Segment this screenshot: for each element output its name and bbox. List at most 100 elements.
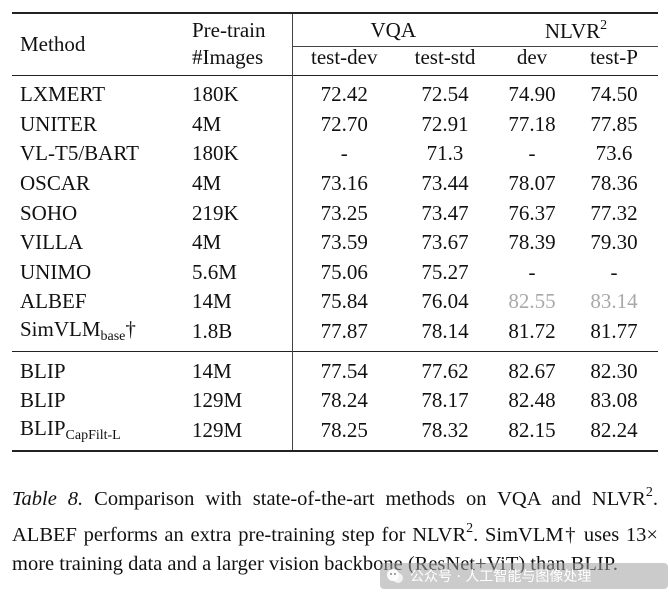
- header-row-2: #Images test-dev test-std dev test-P: [12, 44, 658, 76]
- cell-nlvr-dev: 78.07: [508, 171, 556, 196]
- cell-nlvr-dev: 81.72: [508, 319, 556, 344]
- table-row: VL-T5/BART 180K - 71.3 - 73.6: [12, 139, 658, 169]
- cell-method: LXMERT: [12, 74, 184, 110]
- cell-nlvr-testp: 79.30: [590, 230, 638, 255]
- cell-vqa-dev: 72.70: [291, 109, 396, 140]
- cell-images: 14M: [184, 351, 292, 386]
- cell-method: UNITER: [20, 111, 97, 136]
- cell-nlvr-testp: 73.6: [595, 141, 633, 166]
- caption-text-1: Comparison with state-of-the-art methods…: [83, 488, 646, 510]
- cell-images: 5.6M: [192, 259, 237, 284]
- header-nlvr-test-p: test-P: [590, 45, 638, 69]
- table-row: LXMERT 180K 72.42 72.54 74.90 74.50: [12, 74, 658, 110]
- cell-nlvr-testp: 81.77: [590, 319, 638, 344]
- header-vqa-test-std: test-std: [414, 45, 476, 69]
- watermark-text: 公众号 · 人工智能与图像处理: [410, 569, 592, 585]
- cell-vqa-dev: 75.84: [291, 287, 396, 317]
- cell-nlvr-testp: 83.14: [590, 289, 638, 314]
- method-base: BLIP: [20, 415, 66, 440]
- table-row: SOHO 219K 73.25 73.47 76.37 77.32: [12, 198, 658, 228]
- caption-label: Table 8.: [12, 488, 84, 510]
- cell-nlvr-dev: -: [528, 141, 536, 166]
- header-pretrain: Pre-train: [184, 12, 292, 47]
- table-row: UNITER 4M 72.70 72.91 77.18 77.85: [12, 109, 658, 140]
- cell-nlvr-dev: 74.90: [494, 74, 570, 110]
- cell-vqa-std: 78.17: [421, 388, 469, 413]
- caption-sup-2: 2: [466, 521, 474, 536]
- cell-vqa-std: 78.32: [396, 415, 494, 453]
- cell-vqa-dev: 73.25: [291, 198, 396, 228]
- cell-nlvr-testp: 77.85: [590, 111, 638, 136]
- method-base: SimVLM: [20, 317, 101, 342]
- cell-images: 4M: [192, 230, 222, 255]
- results-table: Method Pre-train VQA NLVR2 #Images test-…: [12, 12, 658, 453]
- cell-method: ALBEF: [20, 289, 87, 314]
- header-vqa-test-dev: test-dev: [291, 46, 396, 76]
- cell-nlvr-testp: 77.32: [590, 200, 638, 225]
- cell-vqa-std: 75.27: [421, 259, 469, 284]
- header-nlvr-dev: dev: [516, 45, 548, 69]
- header-nlvr: NLVR2: [494, 12, 658, 47]
- cell-nlvr-dev: 82.48: [508, 388, 556, 413]
- header-nlvr-sup: 2: [600, 17, 608, 33]
- method-sub: CapFilt-L: [65, 427, 121, 443]
- cell-nlvr-testp: 82.30: [570, 351, 658, 386]
- cell-method: VILLA: [20, 230, 83, 255]
- cell-vqa-std: 72.54: [396, 74, 494, 110]
- cell-images: 1.8B: [192, 319, 233, 344]
- cell-nlvr-dev: 78.39: [508, 230, 556, 255]
- table-row: VILLA 4M 73.59 73.67 78.39 79.30: [12, 227, 658, 258]
- cell-vqa-std: 73.44: [421, 171, 469, 196]
- cell-nlvr-dev: 82.55: [508, 289, 556, 314]
- cell-vqa-dev: 72.42: [291, 74, 396, 110]
- cell-vqa-std: 71.3: [426, 141, 464, 166]
- cell-nlvr-dev: 82.15: [494, 415, 570, 453]
- header-row-1: Method Pre-train VQA NLVR2: [12, 12, 658, 76]
- cell-method: BLIP: [12, 351, 184, 386]
- caption-sup-1: 2: [645, 485, 653, 500]
- cell-vqa-std: 73.47: [421, 200, 469, 225]
- cell-nlvr-testp: 83.08: [590, 388, 638, 413]
- cell-nlvr-testp: 78.36: [590, 171, 638, 196]
- cell-vqa-std: 78.14: [421, 319, 469, 344]
- cell-vqa-std: 76.04: [421, 289, 469, 314]
- cell-images: 129M: [192, 388, 243, 413]
- cell-vqa-std: 73.67: [421, 230, 469, 255]
- header-images: #Images: [192, 44, 264, 69]
- cell-vqa-std: 72.91: [421, 111, 469, 136]
- cell-vqa-dev: 73.16: [291, 168, 396, 199]
- cell-vqa-dev: 78.24: [291, 385, 396, 416]
- cell-nlvr-dev: 82.67: [494, 351, 570, 386]
- cell-vqa-dev: -: [291, 139, 396, 169]
- cell-images: 4M: [192, 111, 222, 136]
- cell-method: SOHO: [20, 200, 78, 225]
- table-row: UNIMO 5.6M 75.06 75.27 - -: [12, 257, 658, 288]
- cell-nlvr-testp: -: [610, 259, 618, 284]
- header-vqa: VQA: [291, 12, 494, 47]
- table-row: BLIP 14M 77.54 77.62 82.67 82.30: [12, 351, 658, 386]
- cell-method: BLIP: [20, 388, 66, 413]
- wechat-watermark: 公众号 · 人工智能与图像处理: [380, 563, 668, 589]
- caption-text-2: . ALBEF performs an extra pre-training s…: [12, 488, 658, 546]
- cell-method: OSCAR: [20, 171, 91, 196]
- cell-images: 4M: [192, 171, 222, 196]
- cell-nlvr-dev: -: [528, 259, 536, 284]
- dagger-mark: †: [125, 317, 136, 342]
- cell-nlvr-dev: 76.37: [508, 200, 556, 225]
- cell-images: 14M: [192, 289, 232, 314]
- cell-vqa-std: 77.62: [396, 351, 494, 386]
- cell-method: VL-T5/BART: [20, 141, 139, 166]
- header-method: Method: [12, 12, 184, 76]
- cell-images: 180K: [184, 74, 292, 110]
- table-row: SimVLMbase† 1.8B 77.87 78.14 81.72 81.77: [12, 316, 658, 352]
- cell-vqa-dev: 75.06: [291, 257, 396, 288]
- cell-vqa-dev: 77.54: [291, 351, 396, 386]
- cell-images: 219K: [192, 200, 239, 225]
- cell-nlvr-dev: 77.18: [508, 111, 556, 136]
- cell-method: UNIMO: [20, 259, 92, 284]
- table-row: BLIP 129M 78.24 78.17 82.48 83.08: [12, 385, 658, 416]
- cell-images: 180K: [192, 141, 239, 166]
- cell-method: BLIPCapFilt-L: [12, 415, 184, 453]
- cell-method: SimVLMbase†: [12, 317, 184, 352]
